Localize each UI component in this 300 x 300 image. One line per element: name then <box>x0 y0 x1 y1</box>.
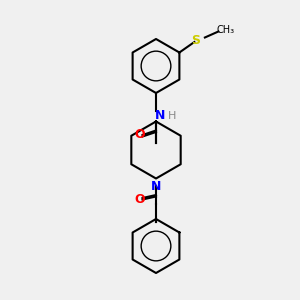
Text: S: S <box>191 34 200 47</box>
Text: H: H <box>168 110 177 121</box>
Text: N: N <box>155 109 166 122</box>
Text: O: O <box>134 128 145 142</box>
Text: O: O <box>134 193 145 206</box>
Text: N: N <box>151 180 161 193</box>
Text: CH₃: CH₃ <box>217 25 235 35</box>
